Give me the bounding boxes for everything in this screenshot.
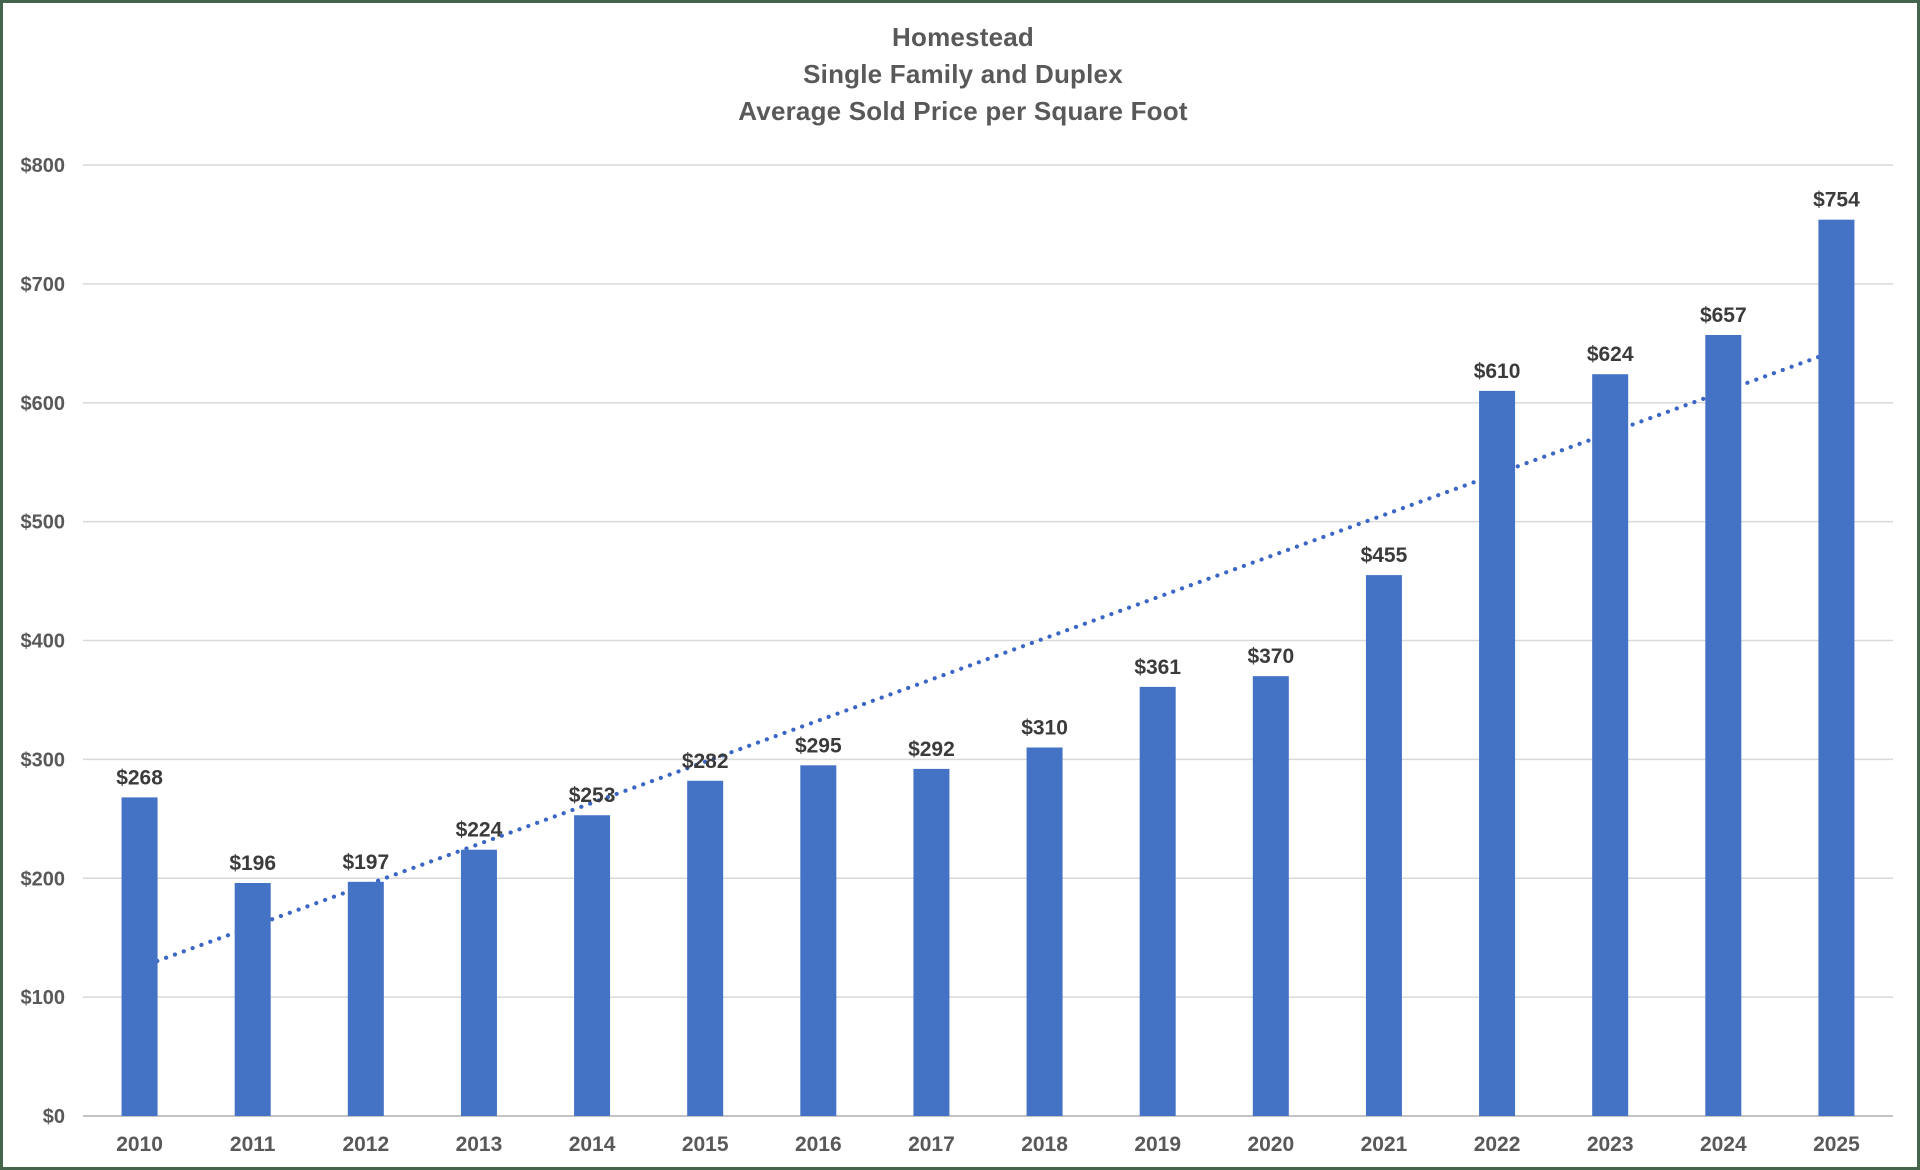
- bar: [1705, 334, 1742, 1117]
- x-tick-label: 2019: [1134, 1133, 1181, 1156]
- bar: [1139, 686, 1176, 1116]
- bar: [1252, 676, 1289, 1116]
- x-tick-label: 2021: [1361, 1133, 1408, 1156]
- data-label: $224: [456, 819, 503, 842]
- x-tick-label: 2018: [1021, 1133, 1068, 1156]
- trendline: [137, 348, 1839, 970]
- y-tick-label: $800: [21, 155, 66, 177]
- x-tick-label: 2025: [1813, 1133, 1860, 1156]
- x-tick-label: 2023: [1587, 1133, 1634, 1156]
- data-label: $282: [682, 750, 729, 773]
- data-label: $455: [1361, 544, 1408, 567]
- bar: [460, 849, 497, 1116]
- x-tick-label: 2010: [116, 1133, 163, 1156]
- bar: [121, 797, 158, 1116]
- bar: [687, 780, 724, 1116]
- x-tick-label: 2015: [682, 1133, 729, 1156]
- bar: [1592, 374, 1629, 1117]
- x-tick-label: 2014: [569, 1133, 616, 1156]
- y-tick-label: $600: [21, 393, 66, 415]
- x-tick-label: 2013: [456, 1133, 503, 1156]
- bar: [347, 881, 384, 1116]
- data-label: $657: [1700, 304, 1747, 327]
- y-tick-label: $500: [21, 512, 66, 534]
- y-tick-label: $400: [21, 631, 66, 653]
- data-label: $292: [908, 738, 955, 761]
- data-label: $624: [1587, 343, 1634, 366]
- x-tick-label: 2012: [342, 1133, 389, 1156]
- x-tick-label: 2016: [795, 1133, 842, 1156]
- bar: [1479, 390, 1516, 1116]
- bar: [1818, 219, 1855, 1116]
- data-label: $754: [1813, 189, 1860, 212]
- data-label: $295: [795, 734, 842, 757]
- data-label: $310: [1021, 716, 1068, 739]
- data-label: $610: [1474, 360, 1521, 383]
- y-tick-label: $200: [21, 868, 66, 890]
- y-tick-label: $100: [21, 987, 66, 1009]
- data-label: $268: [116, 766, 163, 789]
- y-tick-label: $700: [21, 274, 66, 296]
- bar: [1026, 747, 1063, 1116]
- x-tick-label: 2011: [230, 1133, 276, 1156]
- data-label: $253: [569, 784, 616, 807]
- x-tick-label: 2024: [1700, 1133, 1747, 1156]
- y-tick-label: $0: [43, 1106, 65, 1128]
- data-label: $196: [229, 852, 276, 875]
- bar-chart-svg: $0 $100 $200 $300 $400 $500 $600 $700 $800 $268 $1…: [21, 155, 1893, 1156]
- bar: [574, 815, 611, 1116]
- x-tick-label: 2020: [1247, 1133, 1294, 1156]
- data-label: $197: [342, 851, 389, 874]
- bar: [234, 883, 271, 1116]
- bar: [1365, 575, 1402, 1116]
- y-tick-label: $300: [21, 749, 66, 771]
- x-tick-label: 2022: [1474, 1133, 1521, 1156]
- data-label: $370: [1247, 645, 1294, 668]
- bar: [913, 768, 950, 1116]
- data-label: $361: [1134, 656, 1181, 679]
- x-tick-label: 2017: [908, 1133, 955, 1156]
- bar: [800, 765, 837, 1116]
